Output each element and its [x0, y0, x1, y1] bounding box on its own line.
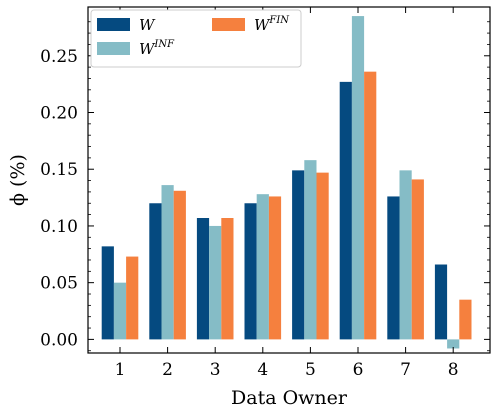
bar-inf-5 [304, 160, 317, 340]
y-tick-label: 0.25 [40, 47, 78, 67]
y-axis-label: ϕ (%) [7, 154, 29, 206]
bar-fin-6 [364, 71, 377, 340]
x-tick-label: 3 [210, 360, 221, 380]
bars-group [101, 16, 472, 349]
y-tick-label: 0.15 [40, 160, 78, 180]
bar-fin-1 [126, 256, 139, 340]
bar-inf-3 [209, 225, 222, 340]
bar-inf-1 [113, 282, 127, 340]
plot-frame [87, 6, 491, 354]
x-tick-label: 1 [115, 360, 126, 380]
bar-fin-2 [173, 190, 186, 340]
x-tick-label: 5 [305, 360, 316, 380]
bar-fin-5 [316, 172, 329, 340]
bar-inf-2 [161, 185, 174, 340]
bar-base-7 [387, 196, 400, 340]
bar-base-2 [149, 203, 162, 340]
bar-fin-3 [221, 218, 234, 340]
bar-fin-7 [411, 179, 424, 340]
x-tick-label: 4 [257, 360, 268, 380]
x-tick-label: 7 [400, 360, 411, 380]
legend-swatch [97, 18, 130, 31]
x-axis-ticks: 1 2 3 4 5 6 7 8 [115, 7, 459, 380]
bar-base-4 [244, 203, 257, 340]
bar-base-6 [339, 81, 352, 340]
bar-base-5 [292, 170, 305, 340]
bar-base-1 [101, 246, 114, 340]
x-tick-label: 6 [353, 360, 364, 380]
bar-fin-4 [268, 196, 282, 340]
y-axis-ticks: 0.00 0.05 0.10 0.15 0.20 0.25 [40, 21, 490, 352]
legend-box [90, 9, 302, 68]
x-tick-label: 8 [448, 360, 459, 380]
x-tick-label: 2 [162, 360, 173, 380]
legend-swatch [212, 18, 245, 31]
bar-inf-7 [399, 170, 412, 340]
y-tick-label: 0.05 [40, 274, 78, 294]
bar-inf-6 [351, 16, 365, 340]
y-tick-label: 0.20 [40, 104, 78, 124]
bar-inf-8 [447, 339, 460, 349]
legend-label: W [139, 16, 156, 34]
legend-swatch [97, 42, 130, 55]
x-axis-label: Data Owner [231, 387, 348, 409]
y-tick-label: 0.00 [40, 330, 78, 350]
y-tick-label: 0.10 [40, 217, 78, 237]
bar-fin-8 [459, 299, 472, 340]
bar-inf-4 [256, 194, 269, 340]
bar-base-3 [196, 218, 210, 340]
bar-base-8 [434, 264, 448, 340]
